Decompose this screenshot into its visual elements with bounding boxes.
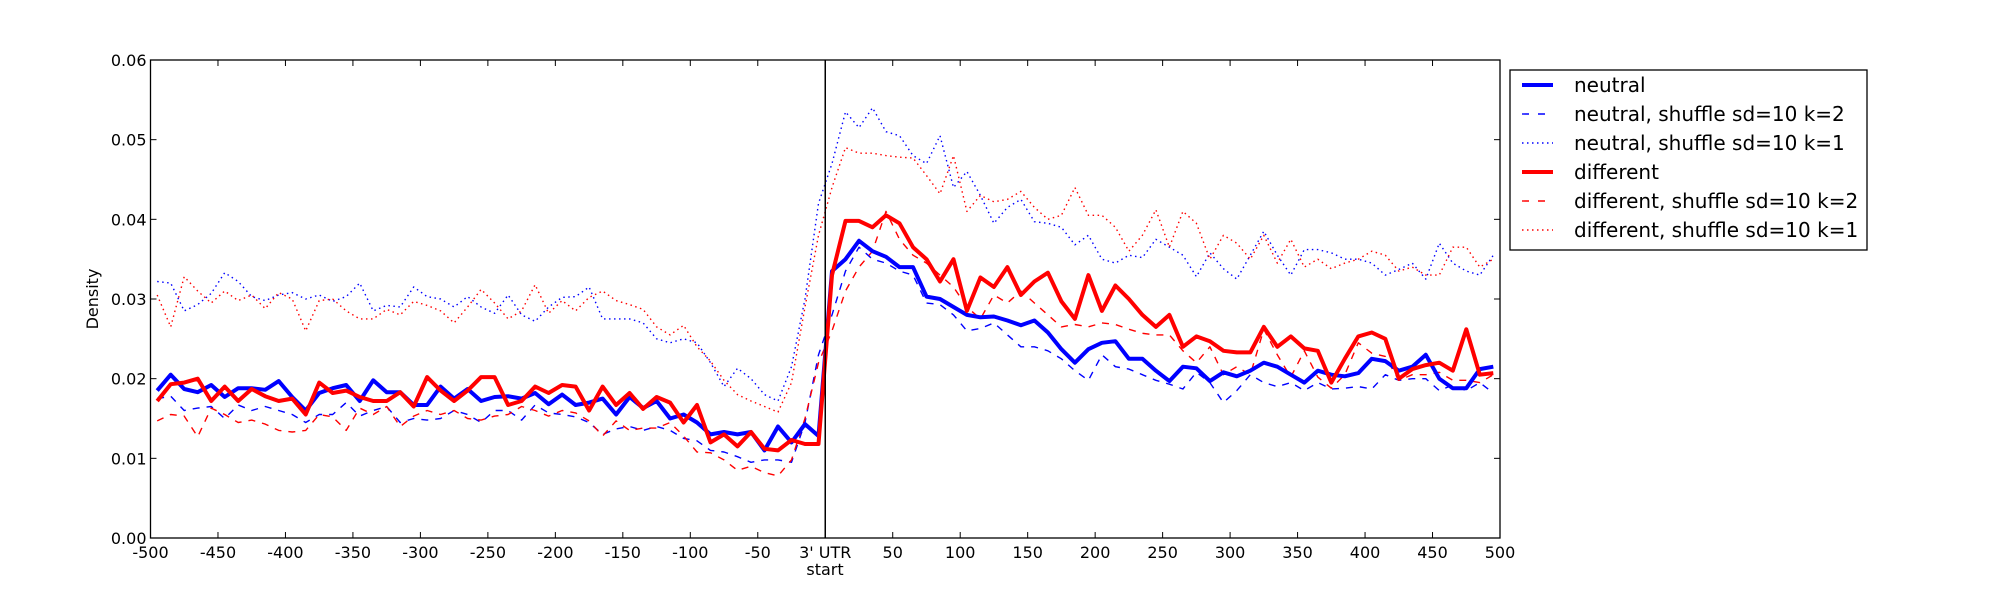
x-tick-label: -350 bbox=[335, 543, 371, 562]
legend-label: different bbox=[1574, 160, 1659, 184]
x-tick-label: 200 bbox=[1080, 543, 1111, 562]
legend-label: neutral bbox=[1574, 73, 1646, 97]
x-tick-label: -450 bbox=[200, 543, 236, 562]
x-tick-label: 250 bbox=[1147, 543, 1178, 562]
legend-label: different, shuffle sd=10 k=2 bbox=[1574, 189, 1858, 213]
series-line-different-shuffle-sd-10-k-1 bbox=[156, 146, 1494, 413]
series-line-different-shuffle-sd-10-k-2 bbox=[156, 210, 1494, 477]
x-tick-label: -250 bbox=[470, 543, 506, 562]
y-tick-label: 0.03 bbox=[111, 290, 147, 309]
x-tick-label: 3' UTR bbox=[799, 543, 851, 562]
x-tick-label: 350 bbox=[1282, 543, 1313, 562]
legend-label: neutral, shuffle sd=10 k=2 bbox=[1574, 102, 1845, 126]
x-tick-label: 50 bbox=[883, 543, 903, 562]
y-tick-label: 0.02 bbox=[111, 370, 147, 389]
x-tick-label: -50 bbox=[745, 543, 771, 562]
x-tick-label: 500 bbox=[1485, 543, 1516, 562]
y-tick-label: 0.00 bbox=[111, 529, 147, 548]
legend: neutral neutral, shuffle sd=10 k=2 neutral… bbox=[1509, 69, 1868, 251]
y-tick-label: 0.06 bbox=[111, 51, 147, 70]
x-tick-label: -200 bbox=[537, 543, 573, 562]
x-tick-label: -500 bbox=[132, 543, 168, 562]
x-tick-label: -100 bbox=[672, 543, 708, 562]
x-tick-label: -300 bbox=[402, 543, 438, 562]
y-tick-label: 0.04 bbox=[111, 210, 147, 229]
x-tick-label: 100 bbox=[945, 543, 976, 562]
x-tick-label: 450 bbox=[1417, 543, 1448, 562]
series-line-neutral-shuffle-sd-10-k-1 bbox=[157, 107, 1494, 402]
x-axis: -500 -450 -400 -350 -300 -250 -200 -150 -100 -50 3… bbox=[132, 60, 1515, 562]
x-tick-label: -150 bbox=[605, 543, 641, 562]
y-tick-label: 0.05 bbox=[111, 131, 147, 150]
series-line-neutral-shuffle-sd-10-k-2 bbox=[157, 246, 1494, 463]
x-axis-label: start bbox=[806, 560, 843, 579]
y-tick-label: 0.01 bbox=[111, 449, 147, 468]
legend-box bbox=[1509, 69, 1868, 251]
x-tick-label: -400 bbox=[267, 543, 303, 562]
legend-label: different, shuffle sd=10 k=1 bbox=[1574, 218, 1858, 242]
x-tick-label: 400 bbox=[1350, 543, 1381, 562]
x-tick-label: 150 bbox=[1012, 543, 1043, 562]
y-axis: 0.00 0.01 0.02 0.03 0.04 0.05 0.06 bbox=[111, 51, 1500, 548]
x-tick-label: 300 bbox=[1215, 543, 1246, 562]
y-axis-label: Density bbox=[83, 269, 102, 330]
legend-label: neutral, shuffle sd=10 k=1 bbox=[1574, 131, 1845, 155]
